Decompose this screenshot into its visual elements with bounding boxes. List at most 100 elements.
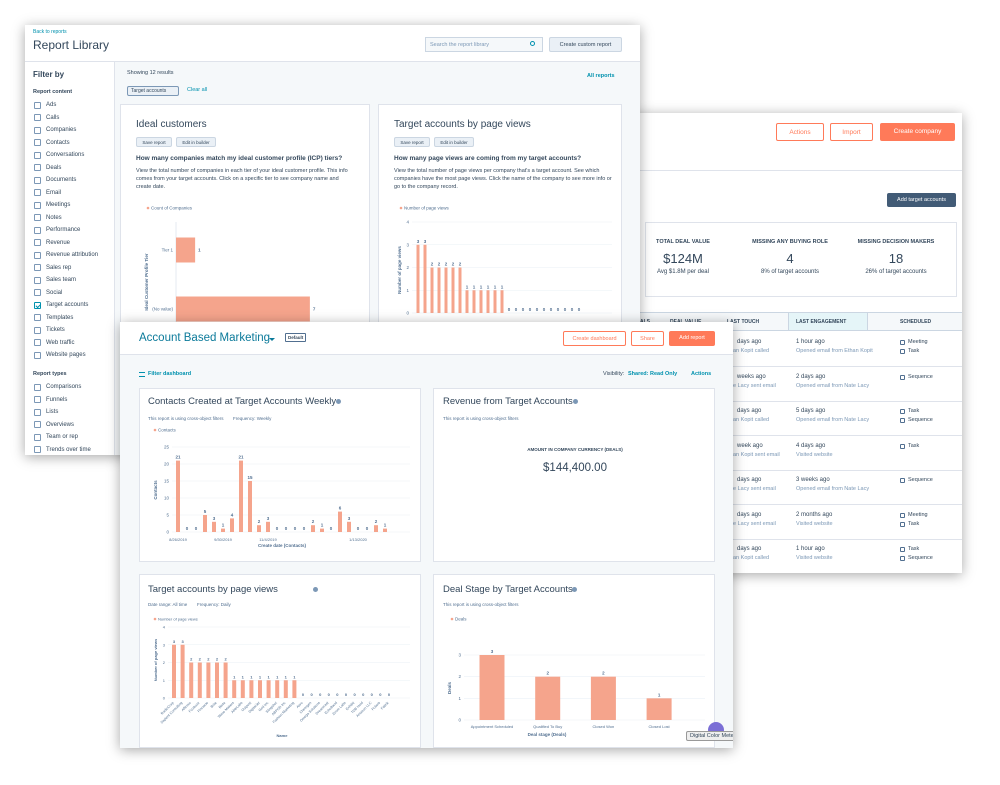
filter-option[interactable]: Website pages bbox=[46, 352, 86, 358]
filter-option[interactable]: Documents bbox=[46, 177, 77, 183]
x-tick-label: 9/30/2019 bbox=[214, 537, 233, 542]
button[interactable]: Create custom report bbox=[549, 37, 622, 52]
scheduled-item: Task bbox=[908, 348, 920, 354]
filter-option[interactable]: Ads bbox=[46, 102, 57, 108]
value-label: 0 bbox=[336, 692, 339, 697]
filter-option[interactable]: Team or rep bbox=[46, 434, 79, 440]
filter-option[interactable]: Revenue bbox=[46, 239, 71, 246]
scheduled-icon bbox=[900, 512, 905, 518]
button[interactable]: Add report bbox=[669, 331, 715, 346]
value-label: 0 bbox=[508, 307, 511, 312]
button[interactable]: Edit in builder bbox=[434, 137, 474, 147]
filter-dashboard[interactable]: Filter dashboard bbox=[148, 371, 192, 377]
button[interactable]: Import bbox=[830, 123, 873, 141]
filter-option[interactable]: Performance bbox=[46, 227, 81, 233]
filter-option[interactable]: Companies bbox=[46, 127, 77, 133]
value-label: 0 bbox=[578, 307, 581, 312]
card-title: Target accounts by page views bbox=[148, 584, 278, 595]
group-heading: Report content bbox=[33, 89, 73, 95]
filter-option[interactable]: Overviews bbox=[46, 421, 75, 428]
value-label: 2 bbox=[190, 657, 193, 662]
actions-menu[interactable]: Actions bbox=[691, 371, 712, 377]
filter-option[interactable]: Email bbox=[46, 189, 62, 196]
filter-option[interactable]: Sales team bbox=[46, 277, 77, 283]
bar bbox=[458, 267, 462, 313]
card-subtitle: This report is using cross-object filter… bbox=[443, 602, 519, 607]
value-label: 1 bbox=[198, 248, 201, 253]
button[interactable]: Add target accounts bbox=[887, 193, 956, 207]
all-reports[interactable]: All reports bbox=[587, 73, 615, 79]
bar bbox=[292, 680, 297, 698]
value-label: 3 bbox=[424, 239, 427, 244]
filter-option[interactable]: Conversations bbox=[46, 152, 85, 158]
last-engagement-detail: Visited website bbox=[796, 555, 833, 561]
filter-option[interactable]: Sales rep bbox=[46, 264, 72, 271]
search-input[interactable]: Search the report library bbox=[425, 37, 543, 52]
stat-label: TOTAL DEAL VALUE bbox=[656, 239, 710, 245]
filter-option[interactable]: Trends over time bbox=[46, 446, 91, 453]
filter-option[interactable]: Meetings bbox=[46, 202, 71, 208]
button[interactable]: Actions bbox=[776, 123, 824, 141]
visibility-value[interactable]: Shared: Read Only bbox=[628, 371, 678, 377]
filter-chip[interactable]: Target accounts bbox=[127, 86, 180, 96]
filter-option[interactable]: Revenue attribution bbox=[46, 252, 99, 258]
bar bbox=[249, 680, 254, 698]
button[interactable]: Share bbox=[631, 331, 664, 346]
scheduled-item: Task bbox=[908, 546, 920, 552]
card-frequency: Frequency: Daily bbox=[197, 602, 231, 607]
filter-option[interactable]: Calls bbox=[46, 114, 60, 121]
filter-option[interactable]: Comparisons bbox=[46, 384, 82, 390]
button[interactable]: Create company bbox=[880, 123, 955, 141]
value-label: 0 bbox=[388, 692, 391, 697]
filter-option[interactable]: Target accounts bbox=[46, 302, 89, 308]
last-touch: days ago bbox=[737, 408, 762, 414]
x-tick-label: Fabrik bbox=[380, 701, 390, 711]
last-touch-detail: e Lacy sent email bbox=[733, 382, 776, 389]
scheduled-item: Sequence bbox=[908, 555, 933, 561]
button[interactable]: Save report bbox=[394, 137, 430, 147]
checkbox bbox=[34, 326, 41, 334]
legend-label: Deals bbox=[455, 617, 467, 622]
checkmark bbox=[35, 302, 41, 308]
filter-option[interactable]: Deals bbox=[46, 164, 62, 171]
bar bbox=[172, 644, 176, 698]
last-touch: days ago bbox=[737, 339, 762, 345]
filter-option[interactable]: Funnels bbox=[46, 396, 68, 403]
stats-box bbox=[645, 222, 957, 297]
legend-swatch bbox=[153, 617, 157, 621]
y-tick-label: 20 bbox=[164, 462, 170, 467]
value-label: 0 bbox=[302, 692, 305, 697]
bar bbox=[221, 528, 225, 532]
filter-option[interactable]: Notes bbox=[46, 214, 62, 221]
button[interactable]: Save report bbox=[136, 137, 172, 147]
y-tick-label: 5 bbox=[166, 513, 169, 518]
stat-value: $124M bbox=[663, 251, 703, 266]
back-link[interactable]: Back to reports bbox=[33, 29, 67, 35]
value-label: 1 bbox=[293, 674, 296, 679]
bar bbox=[383, 528, 387, 532]
filter-option[interactable]: Tickets bbox=[46, 327, 65, 333]
filter-option[interactable]: Lists bbox=[46, 409, 59, 415]
filter-option[interactable]: Web traffic bbox=[46, 339, 75, 346]
visibility-label: Visibility: bbox=[603, 371, 625, 377]
clear-all[interactable]: Clear all bbox=[187, 87, 208, 93]
filter-option[interactable]: Contacts bbox=[46, 139, 70, 146]
value-label: 2 bbox=[438, 262, 441, 267]
checkbox bbox=[34, 239, 41, 246]
filter-option[interactable]: Social bbox=[46, 289, 63, 296]
card-title: Target accounts by page views bbox=[394, 119, 531, 130]
y-axis-label: Deals bbox=[447, 682, 452, 695]
y-axis-label: Contacts bbox=[153, 480, 158, 500]
button[interactable]: Create dashboard bbox=[563, 331, 626, 346]
bar bbox=[275, 680, 280, 698]
row-divider bbox=[560, 400, 962, 402]
button[interactable]: Edit in builder bbox=[176, 137, 216, 147]
y-tick-label: 25 bbox=[164, 445, 170, 450]
value-label: 2 bbox=[258, 519, 261, 524]
bar bbox=[203, 515, 207, 532]
card-question: How many page views are coming from my t… bbox=[394, 155, 582, 162]
row-divider bbox=[560, 538, 962, 540]
dashboard-title[interactable]: Account Based Marketing bbox=[139, 332, 271, 344]
filter-option[interactable]: Templates bbox=[46, 314, 74, 321]
